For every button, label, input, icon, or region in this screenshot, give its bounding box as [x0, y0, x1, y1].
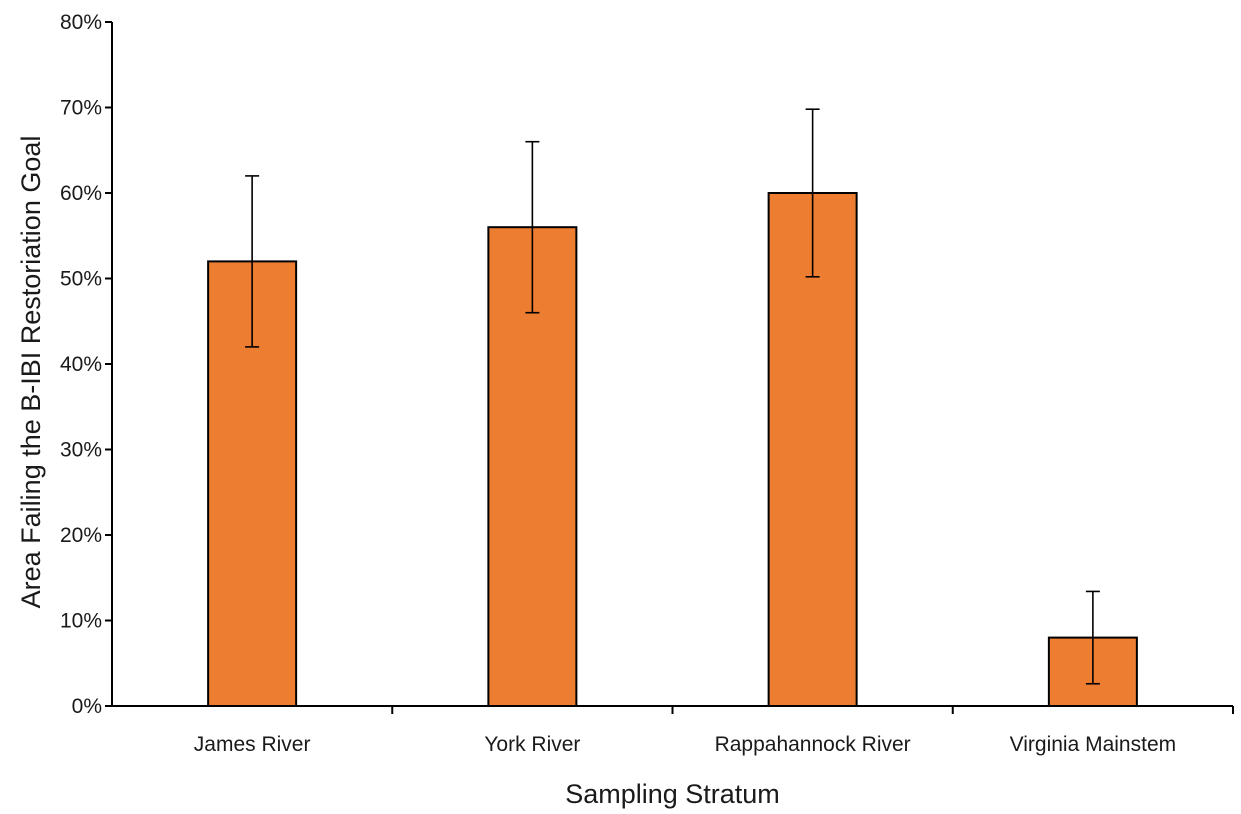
y-axis-ticks: 0% 10% 20% 30% 40% 50% 60% 70% 80%: [60, 11, 112, 718]
y-tick-label: 10%: [60, 610, 102, 633]
y-tick-label: 50%: [60, 268, 102, 291]
bar-rappahannock-river: [767, 192, 858, 707]
bars: [207, 192, 1138, 707]
category-label: Virginia Mainstem: [1010, 733, 1177, 756]
error-bar: [805, 108, 820, 278]
y-tick-label: 40%: [60, 353, 102, 376]
error-bar: [525, 140, 540, 314]
y-tick-label: 20%: [60, 524, 102, 547]
y-tick-label: 0%: [72, 695, 102, 718]
category-label: York River: [484, 733, 580, 756]
error-bar: [1085, 590, 1100, 685]
error-bars: [245, 108, 1100, 685]
y-tick-label: 80%: [60, 11, 102, 34]
y-tick-label: 70%: [60, 97, 102, 120]
y-tick-label: 60%: [60, 182, 102, 205]
category-label: Rappahannock River: [715, 733, 911, 756]
y-axis-title: Area Failing the B-IBI Restoriation Goal: [16, 136, 46, 609]
category-label: James River: [194, 733, 311, 756]
y-tick-label: 30%: [60, 439, 102, 462]
x-axis-title: Sampling Stratum: [565, 779, 780, 809]
error-bar: [245, 175, 260, 348]
x-axis-ticks: [391, 706, 1234, 714]
category-labels: James River York River Rappahannock River V…: [194, 733, 1176, 756]
